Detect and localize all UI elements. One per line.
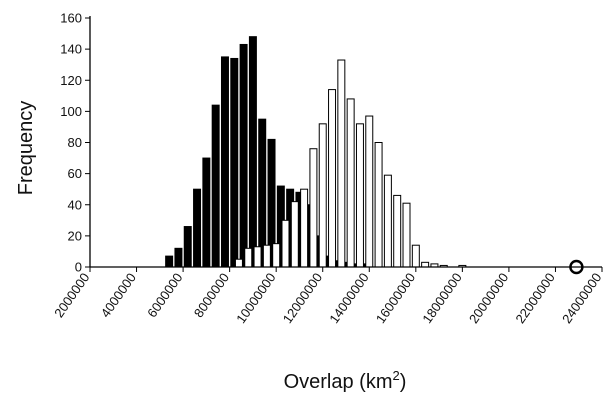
x-tick-label: 20000000 <box>466 270 511 326</box>
bar-series1-1 <box>174 247 183 268</box>
x-tick-label: 2000000 <box>51 270 92 320</box>
bar-series2-1 <box>244 247 253 268</box>
x-tick-label: 14000000 <box>326 270 371 326</box>
bar-series2-15 <box>374 142 383 268</box>
bar-series2-6 <box>290 201 299 268</box>
bar-series1-0 <box>165 255 174 268</box>
bar-series2-12 <box>346 98 355 268</box>
bar-series2-3 <box>262 244 271 268</box>
x-tick-label: 8000000 <box>191 270 232 320</box>
bar-series2-9 <box>318 123 327 268</box>
bar-series1-2 <box>183 226 192 268</box>
histogram-bars <box>165 36 467 268</box>
bar-series2-20 <box>421 261 430 268</box>
x-tick-label: 24000000 <box>559 270 604 326</box>
x-axis-label: Overlap (km2) <box>284 368 407 393</box>
bar-series1-3 <box>193 188 202 268</box>
x-tick-label: 10000000 <box>233 270 278 326</box>
observed-marker <box>569 259 584 275</box>
bar-series1-9 <box>248 36 257 268</box>
bar-series2-14 <box>365 115 374 268</box>
bar-series2-13 <box>355 123 364 268</box>
y-axis-ticks: 0 20 40 60 80 100 120 140 160 <box>60 11 90 275</box>
y-tick-label: 0 <box>75 260 82 275</box>
y-tick-label: 40 <box>68 197 82 212</box>
bar-series2-18 <box>402 202 411 268</box>
bar-series1-6 <box>220 56 229 268</box>
bar-series1-4 <box>202 157 211 268</box>
y-tick-label: 60 <box>68 166 82 181</box>
bar-series2-0 <box>234 258 243 268</box>
x-tick-label: 12000000 <box>280 270 325 326</box>
bar-series2-11 <box>337 59 346 268</box>
bar-series2-19 <box>411 244 420 268</box>
bar-series2-7 <box>300 188 309 268</box>
x-tick-label: 18000000 <box>419 270 464 326</box>
x-axis-label-main: Overlap (km <box>284 371 393 393</box>
y-tick-label: 100 <box>60 104 82 119</box>
y-tick-label: 140 <box>60 42 82 57</box>
bar-series2-5 <box>281 219 290 268</box>
x-tick-label: 22000000 <box>512 270 557 326</box>
x-tick-label: 16000000 <box>373 270 418 326</box>
x-tick-label: 6000000 <box>144 270 185 320</box>
bar-series1-7 <box>230 57 239 268</box>
x-tick-label: 4000000 <box>98 270 139 320</box>
bar-series1-5 <box>211 104 220 268</box>
x-axis-label-superscript: 2 <box>393 368 400 383</box>
bar-series2-4 <box>272 243 281 268</box>
chart-axes <box>89 16 602 268</box>
bar-series2-10 <box>328 89 337 268</box>
x-axis-ticks: 2000000 4000000 6000000 8000000 10000000 1200… <box>51 267 604 326</box>
bar-series2-16 <box>383 174 392 268</box>
bar-series1-8 <box>239 43 248 268</box>
bar-series2-2 <box>253 246 262 268</box>
bar-series2-8 <box>309 148 318 268</box>
observed-value-circle <box>569 259 584 275</box>
y-tick-label: 160 <box>60 11 82 26</box>
y-tick-label: 20 <box>68 228 82 243</box>
y-axis-label: Frequency <box>15 101 37 196</box>
bar-series2-17 <box>393 194 402 268</box>
x-axis-label-close: ) <box>400 371 407 393</box>
y-tick-label: 80 <box>68 135 82 150</box>
y-tick-label: 120 <box>60 73 82 88</box>
